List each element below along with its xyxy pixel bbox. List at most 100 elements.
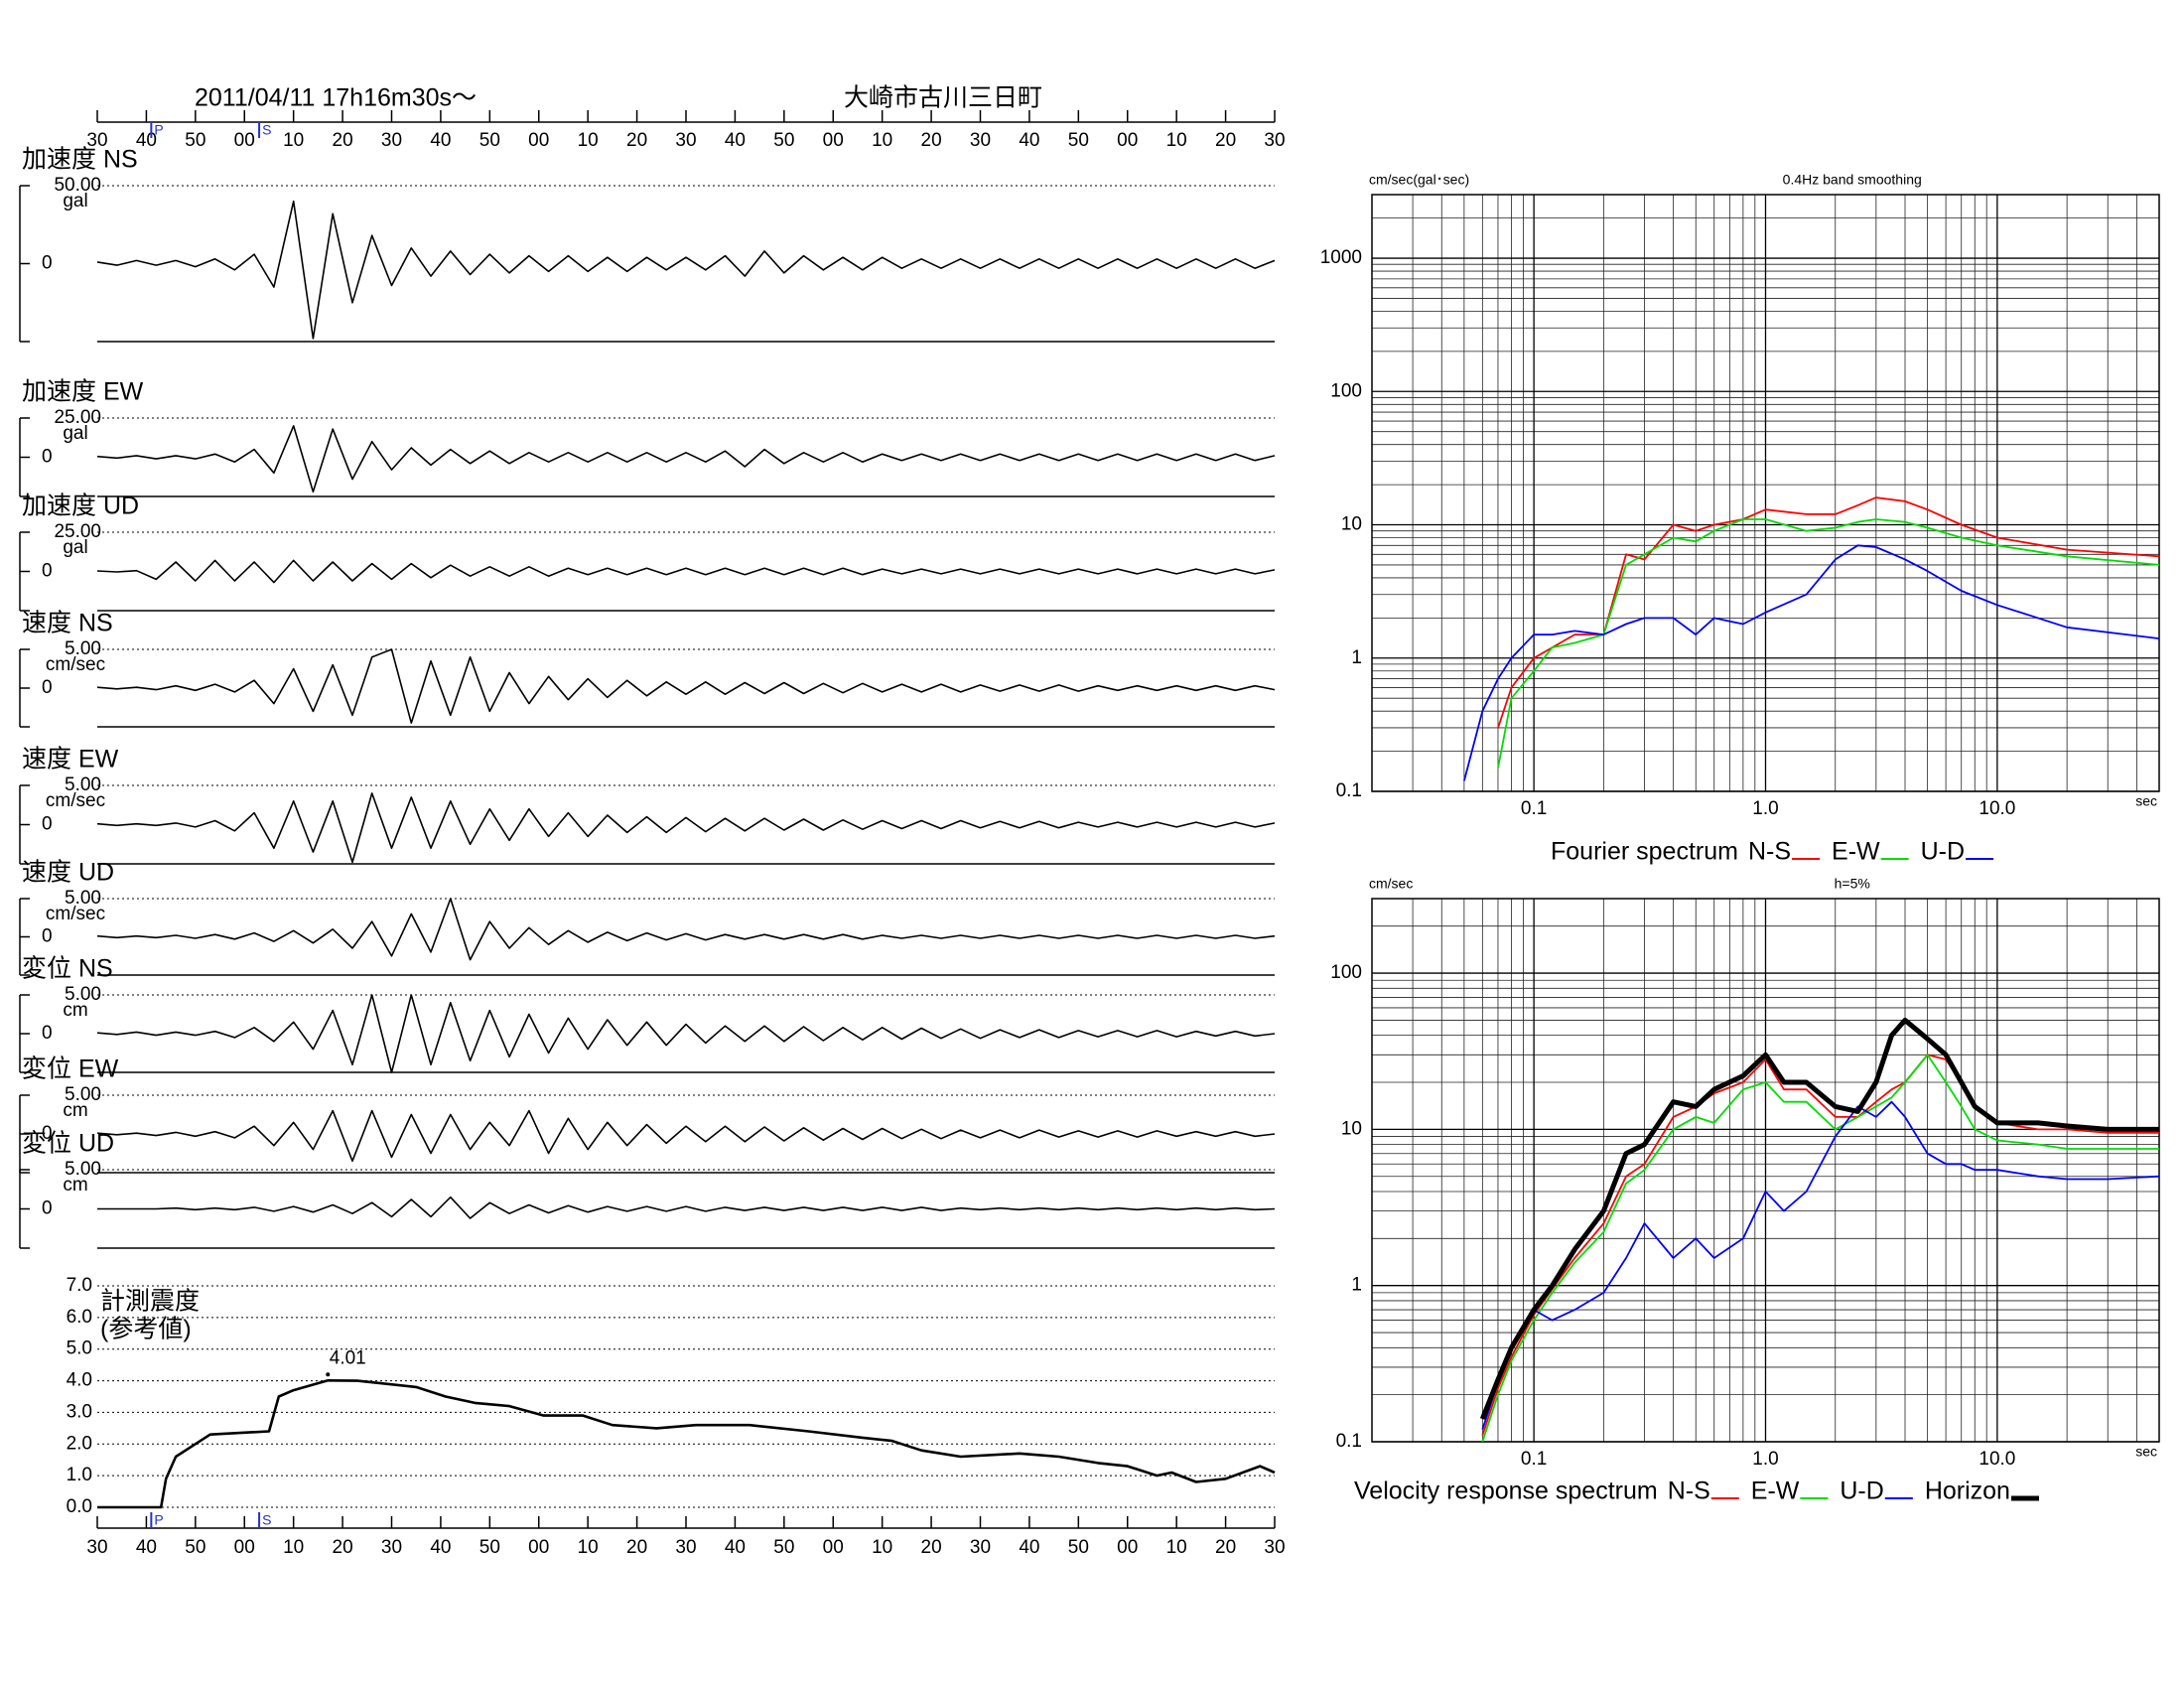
x-tick-label: 40 bbox=[1019, 130, 1039, 151]
y-tick-label: 1.0 bbox=[67, 1465, 92, 1485]
peak-label: 4.01 bbox=[330, 1347, 366, 1368]
x-tick-label: 40 bbox=[136, 1537, 157, 1558]
chart-title: Fourier spectrum bbox=[1551, 838, 1738, 866]
x-axis-label: sec bbox=[2135, 793, 2157, 809]
chart-title: Velocity response spectrum bbox=[1354, 1477, 1658, 1505]
trace-label: 速度 UD bbox=[22, 859, 114, 887]
y-tick-label: 6.0 bbox=[67, 1307, 92, 1328]
x-tick-label: 10 bbox=[283, 1537, 304, 1558]
waveform bbox=[96, 898, 1276, 961]
x-tick-label: 30 bbox=[86, 1537, 107, 1558]
legend-label: Horizon bbox=[1925, 1477, 2010, 1505]
y-tick-label: 100 bbox=[1330, 962, 1362, 983]
legend-label: N-S bbox=[1668, 1477, 1710, 1505]
y-tick-label: 1 bbox=[1351, 1275, 1362, 1296]
x-tick-label: 50 bbox=[773, 130, 794, 151]
x-tick-label: 10 bbox=[872, 130, 892, 151]
trace-label: 速度 NS bbox=[22, 610, 113, 637]
y-tick-label: 25.00 bbox=[54, 521, 101, 542]
spectrum-line bbox=[1481, 1054, 2159, 1443]
peak-dot bbox=[326, 1372, 331, 1377]
waveform bbox=[96, 994, 1276, 1073]
trace-label: 変位 EW bbox=[22, 1055, 119, 1083]
y-tick-label: 3.0 bbox=[67, 1401, 92, 1422]
x-tick-label: 30 bbox=[1264, 130, 1285, 151]
chart-title: 計測震度 bbox=[100, 1288, 200, 1316]
waveform bbox=[96, 648, 1276, 724]
x-tick-label: 20 bbox=[1215, 1537, 1236, 1558]
phase-label: P bbox=[154, 122, 163, 138]
legend-label: U-D bbox=[1921, 838, 1965, 866]
y-tick-label: 5.00 bbox=[65, 638, 101, 659]
y-tick-label: 0 bbox=[42, 677, 53, 698]
y-tick-label: 0 bbox=[42, 447, 53, 468]
y-axis-label: cm/sec(gal･sec) bbox=[1369, 172, 1469, 188]
trace-label: 加速度 UD bbox=[22, 492, 139, 520]
x-tick-label: 00 bbox=[234, 130, 255, 151]
x-tick-label: 50 bbox=[1068, 1537, 1089, 1558]
unit-label: cm bbox=[63, 1000, 87, 1021]
y-tick-label: 0.0 bbox=[67, 1496, 92, 1517]
x-axis-label: sec bbox=[2135, 1444, 2157, 1460]
spectrum-line bbox=[97, 1379, 1276, 1509]
phase-label: P bbox=[154, 1512, 163, 1528]
spectrum-line bbox=[1481, 1054, 2159, 1436]
y-tick-label: 5.00 bbox=[65, 1159, 101, 1180]
x-tick-label: 10.0 bbox=[1979, 798, 2015, 819]
y-tick-label: 4.0 bbox=[67, 1370, 92, 1391]
legend-label: E-W bbox=[1832, 838, 1880, 866]
x-tick-label: 30 bbox=[381, 1537, 402, 1558]
x-tick-label: 00 bbox=[1117, 130, 1138, 151]
station-location: 大崎市古川三日町 bbox=[844, 84, 1042, 112]
x-tick-label: 00 bbox=[528, 1537, 549, 1558]
x-tick-label: 10 bbox=[578, 1537, 599, 1558]
x-tick-label: 00 bbox=[823, 130, 844, 151]
waveform bbox=[96, 559, 1276, 584]
spectrum-line bbox=[1497, 518, 2160, 769]
x-tick-label: 10.0 bbox=[1979, 1449, 2015, 1470]
y-tick-label: 7.0 bbox=[67, 1275, 92, 1296]
legend-label: U-D bbox=[1840, 1477, 1883, 1505]
plot-frame bbox=[1371, 194, 2160, 792]
y-tick-label: 0 bbox=[42, 1023, 53, 1044]
waveform bbox=[96, 425, 1276, 493]
trace-label: 変位 NS bbox=[22, 955, 113, 983]
spectrum-line bbox=[1481, 1100, 2160, 1430]
x-tick-label: 50 bbox=[773, 1537, 794, 1558]
y-tick-label: 0 bbox=[42, 253, 53, 274]
legend-label: E-W bbox=[1751, 1477, 1800, 1505]
x-tick-label: 10 bbox=[1166, 130, 1187, 151]
y-tick-label: 5.00 bbox=[65, 774, 101, 795]
trace-label: 加速度 NS bbox=[22, 146, 138, 174]
x-tick-label: 40 bbox=[725, 130, 746, 151]
unit-label: cm bbox=[63, 1175, 87, 1196]
x-tick-label: 10 bbox=[1166, 1537, 1187, 1558]
waveform bbox=[97, 1196, 1276, 1219]
chart-subtitle: (参考値) bbox=[100, 1316, 192, 1343]
phase-label: S bbox=[262, 122, 271, 138]
plot-frame bbox=[1371, 898, 2160, 1443]
x-tick-label: 40 bbox=[725, 1537, 746, 1558]
y-tick-label: 1000 bbox=[1320, 247, 1362, 268]
y-tick-label: 0 bbox=[42, 561, 53, 582]
y-tick-label: 2.0 bbox=[67, 1433, 92, 1454]
unit-label: gal bbox=[63, 423, 87, 444]
y-tick-label: 100 bbox=[1330, 380, 1362, 401]
waveform bbox=[96, 200, 1276, 340]
legend-label: N-S bbox=[1748, 838, 1791, 866]
unit-label: gal bbox=[63, 537, 87, 558]
spectrum-line bbox=[1497, 496, 2160, 729]
x-tick-label: 30 bbox=[381, 130, 402, 151]
y-tick-label: 5.00 bbox=[65, 1084, 101, 1105]
y-tick-label: 25.00 bbox=[54, 407, 101, 428]
chart-subtitle: 0.4Hz band smoothing bbox=[1783, 172, 1922, 188]
x-tick-label: 30 bbox=[970, 1537, 991, 1558]
x-tick-label: 20 bbox=[921, 1537, 942, 1558]
x-tick-label: 40 bbox=[430, 1537, 451, 1558]
y-tick-label: 0.1 bbox=[1336, 780, 1362, 801]
phase-label: S bbox=[262, 1512, 271, 1528]
x-tick-label: 00 bbox=[823, 1537, 844, 1558]
x-tick-label: 50 bbox=[1068, 130, 1089, 151]
record-time: 2011/04/11 17h16m30s〜 bbox=[195, 84, 477, 112]
y-tick-label: 50.00 bbox=[54, 175, 101, 196]
